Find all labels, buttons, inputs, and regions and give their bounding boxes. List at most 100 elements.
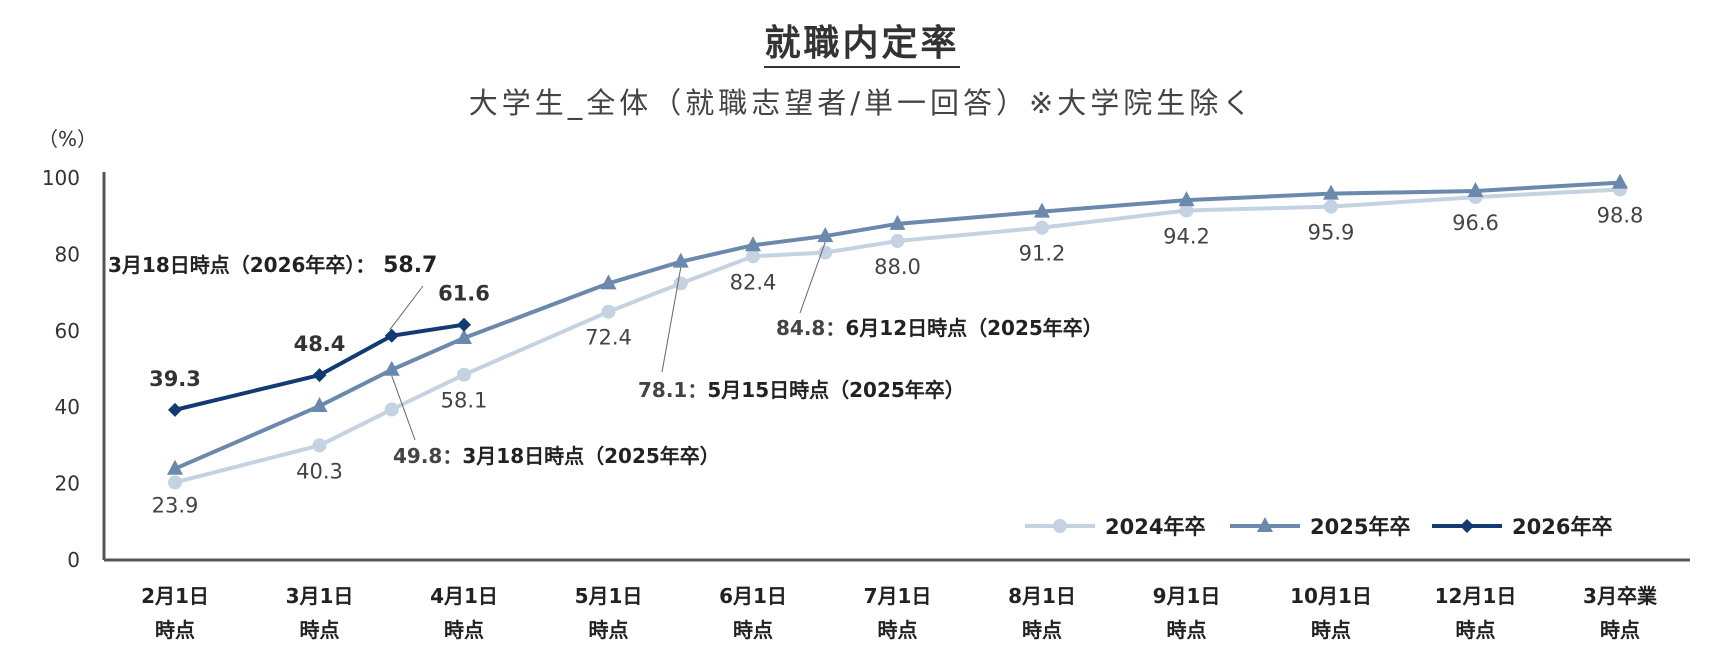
x-tick-label: 時点 [589,618,629,642]
x-tick-label: 時点 [1167,618,1207,642]
data-point-2024年卒 [1324,199,1338,214]
x-tick-label: 時点 [733,618,773,642]
data-label-2024: 72.4 [585,326,632,350]
data-label-2024: 96.6 [1452,211,1499,235]
y-axis-unit-label: （%） [38,127,97,151]
data-label-2026: 61.6 [438,282,490,306]
x-tick-label: 5月1日 [575,584,643,608]
data-point-2025年卒 [311,397,328,413]
data-label-2026: 48.4 [294,332,346,356]
x-tick-label: 時点 [1311,618,1351,642]
x-tick-label: 時点 [1456,618,1496,642]
annotation-leader [389,285,424,331]
x-tick-label: 3月1日 [286,584,354,608]
annotation-value: 58.7 [375,253,437,278]
x-tick-label: 10月1日 [1290,584,1372,608]
y-tick-label: 60 [55,319,80,343]
data-point-2024年卒 [601,304,616,319]
y-tick-label: 20 [55,472,80,496]
data-point-2024年卒 [890,234,905,249]
y-tick-label: 80 [55,242,80,266]
annotation-text: 6月12日時点（2025年卒） [845,316,1102,340]
x-tick-label: 6月1日 [719,584,787,608]
chart-title: 就職内定率 [0,14,1724,68]
annotation-prefix: 84.8： [776,316,845,340]
legend-label: 2026年卒 [1512,515,1612,539]
data-label-2024: 23.9 [152,493,199,517]
x-tick-label: 9月1日 [1153,584,1221,608]
data-point-2025年卒 [167,459,183,475]
annotation-prefix: 78.1： [638,378,707,402]
y-tick-label: 100 [42,166,80,190]
data-point-2025年卒 [672,252,689,268]
x-tick-label: 7月1日 [864,584,932,608]
annotation-2025: 49.8：3月18日時点（2025年卒） [393,444,720,468]
data-label-2024: 94.2 [1163,224,1210,248]
annotation-2025: 78.1：5月15日時点（2025年卒） [638,378,965,402]
series-line-2024年卒 [174,187,1621,485]
y-tick-label: 0 [67,548,80,572]
legend-marker-2026年卒 [1460,519,1474,533]
data-label-2024: 91.2 [1019,242,1066,266]
x-tick-label: 時点 [878,618,918,642]
data-point-2025年卒 [745,236,761,252]
legend-label: 2025年卒 [1310,515,1410,539]
data-point-2024年卒 [168,475,182,490]
data-point-2024年卒 [1179,203,1194,218]
x-tick-label: 時点 [1022,618,1062,642]
annotation-leader [391,375,416,441]
data-label-2024: 95.9 [1308,221,1355,245]
data-point-2026年卒 [384,328,399,343]
annotation-prefix: 3月18日時点（2026年卒）： [108,253,375,277]
annotation-leader [799,241,826,314]
data-label-2024: 82.4 [730,270,777,294]
data-point-2025年卒 [600,274,617,290]
data-point-2025年卒 [1034,202,1050,218]
data-point-2025年卒 [1467,181,1484,197]
data-point-2026年卒 [168,402,182,417]
data-label-2024: 40.3 [296,459,343,483]
data-point-2025年卒 [1323,184,1339,200]
x-tick-label: 3月卒業 [1583,584,1658,608]
series-line-2025年卒 [174,180,1621,471]
data-point-2024年卒 [673,276,688,291]
data-label-2024: 88.0 [874,255,921,279]
legend-marker-2024年卒 [1053,519,1067,533]
data-point-2024年卒 [457,367,471,382]
annotation-text: 3月18日時点（2025年卒） [462,444,719,468]
annotation-leader [661,267,682,373]
x-tick-label: 時点 [300,618,340,642]
data-point-2024年卒 [746,249,760,264]
chart-subtitle: 大学生_全体（就職志望者/単一回答）※大学院生除く [468,86,1256,120]
data-label-2026: 39.3 [149,367,201,391]
data-label-2024: 98.8 [1597,203,1644,227]
data-point-2026年卒 [457,317,471,332]
annotation-text: 5月15日時点（2025年卒） [707,378,964,402]
legend-marker-2025年卒 [1257,517,1273,532]
data-point-2025年卒 [383,360,400,376]
x-tick-label: 時点 [444,618,484,642]
data-point-2025年卒 [889,214,906,230]
x-tick-label: 4月1日 [430,584,498,608]
data-point-2025年卒 [1178,191,1195,207]
x-tick-label: 12月1日 [1435,584,1517,608]
x-tick-label: 時点 [155,618,195,642]
annotation-2025: 84.8：6月12日時点（2025年卒） [776,316,1103,340]
data-point-2024年卒 [384,402,399,417]
data-label-2024: 58.1 [441,389,488,413]
x-tick-label: 8月1日 [1008,584,1076,608]
x-tick-label: 2月1日 [141,584,209,608]
x-tick-label: 時点 [1600,618,1640,642]
data-point-2025年卒 [456,329,472,345]
data-point-2024年卒 [818,245,833,260]
data-point-2025年卒 [1612,173,1628,189]
y-tick-label: 40 [55,395,80,419]
legend-label: 2024年卒 [1105,515,1205,539]
annotation-prefix: 49.8： [393,444,462,468]
data-point-2025年卒 [817,227,834,243]
data-point-2024年卒 [1035,220,1049,235]
data-point-2026年卒 [312,368,327,383]
data-point-2024年卒 [312,438,327,453]
series-line-2026年卒 [174,322,465,412]
